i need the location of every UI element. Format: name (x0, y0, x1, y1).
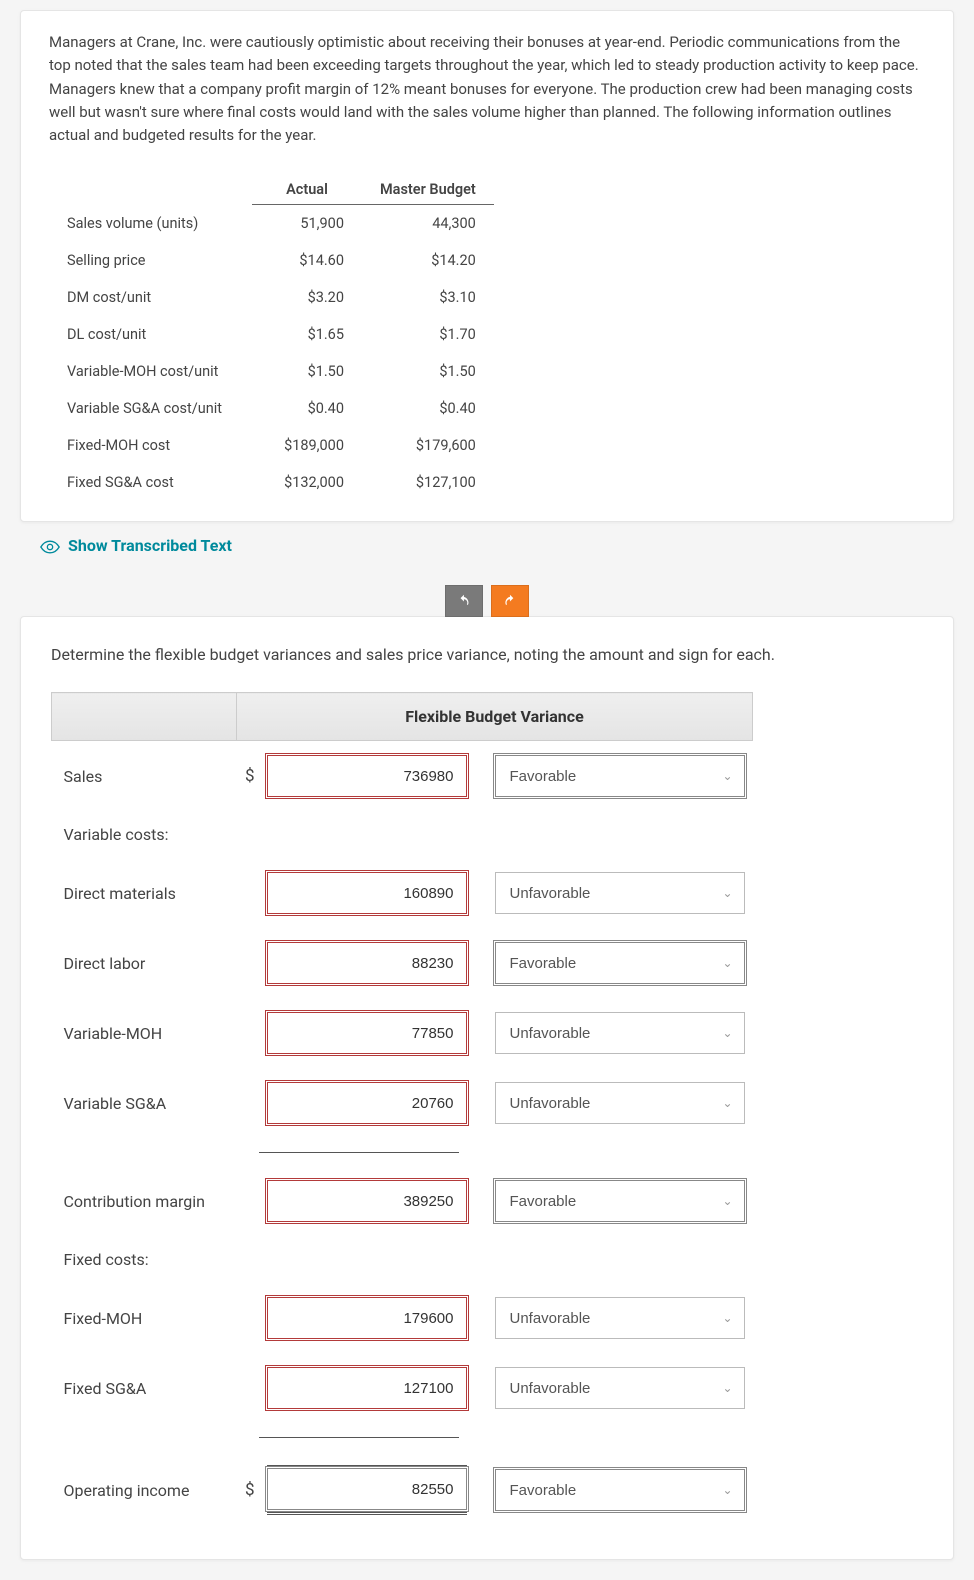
variance-row-label: Contribution margin (52, 1166, 237, 1236)
variance-row: Variable costs: (52, 811, 753, 858)
variance-row-label: Variable SG&A (52, 1068, 237, 1138)
variance-sign-select[interactable]: FavorableUnfavorableNeither favorable no… (495, 872, 745, 914)
dollar-sign (237, 1166, 259, 1236)
row-label: Sales volume (units) (49, 205, 252, 243)
table-row: Sales volume (units)51,90044,300 (49, 205, 494, 243)
variance-row-label: Fixed SG&A (52, 1353, 237, 1423)
dollar-sign (237, 1068, 259, 1138)
variance-sign-select[interactable]: FavorableUnfavorableNeither favorable no… (495, 1297, 745, 1339)
variance-value-input[interactable] (267, 1468, 467, 1510)
table-row: Variable-MOH cost/unit$1.50$1.50 (49, 353, 494, 390)
show-transcribed-link[interactable]: Show Transcribed Text (40, 536, 954, 555)
variance-row-label: Direct labor (52, 928, 237, 998)
variance-value-input[interactable] (267, 755, 467, 797)
dollar-sign (237, 858, 259, 928)
nav-forward-button[interactable] (491, 585, 529, 617)
row-label: Variable SG&A cost/unit (49, 390, 252, 427)
answer-card: Determine the flexible budget variances … (20, 616, 954, 1560)
variance-row-label: Fixed-MOH (52, 1283, 237, 1353)
row-label: DL cost/unit (49, 316, 252, 353)
problem-paragraph: Managers at Crane, Inc. were cautiously … (49, 31, 925, 147)
row-actual: $3.20 (252, 279, 362, 316)
dollar-sign (237, 1353, 259, 1423)
variance-sign-select[interactable]: FavorableUnfavorableNeither favorable no… (495, 1012, 745, 1054)
row-actual: $132,000 (252, 464, 362, 501)
dollar-sign (237, 928, 259, 998)
variance-row: Contribution margin FavorableUnfavorableN… (52, 1166, 753, 1236)
variance-value-input[interactable] (267, 942, 467, 984)
variance-header: Flexible Budget Variance (237, 693, 753, 741)
row-actual: $14.60 (252, 242, 362, 279)
row-actual: $0.40 (252, 390, 362, 427)
row-label: Variable-MOH cost/unit (49, 353, 252, 390)
answer-prompt: Determine the flexible budget variances … (51, 645, 923, 664)
row-budget: $3.10 (362, 279, 494, 316)
row-budget: $1.50 (362, 353, 494, 390)
row-budget: $14.20 (362, 242, 494, 279)
variance-row: Sales$ FavorableUnfavorableNeither favora… (52, 741, 753, 812)
table-row: DM cost/unit$3.20$3.10 (49, 279, 494, 316)
variance-row: Fixed SG&A FavorableUnfavorableNeither fa… (52, 1353, 753, 1423)
col-actual: Actual (252, 171, 362, 205)
variance-value-input[interactable] (267, 872, 467, 914)
table-row: Selling price$14.60$14.20 (49, 242, 494, 279)
variance-table: Flexible Budget Variance Sales$Favorable… (51, 692, 753, 1529)
variance-value-input[interactable] (267, 1297, 467, 1339)
nav-back-button[interactable] (445, 585, 483, 617)
variance-row-label: Operating income (52, 1451, 237, 1529)
row-actual: $1.65 (252, 316, 362, 353)
variance-row-label: Variable costs: (52, 811, 237, 858)
variance-sign-select[interactable]: FavorableUnfavorableNeither favorable no… (495, 942, 745, 984)
variance-value-input[interactable] (267, 1082, 467, 1124)
eye-icon (40, 539, 60, 553)
table-row: Fixed-MOH cost$189,000$179,600 (49, 427, 494, 464)
row-budget: $127,100 (362, 464, 494, 501)
show-transcribed-label: Show Transcribed Text (68, 536, 232, 555)
row-budget: $179,600 (362, 427, 494, 464)
variance-row-label: Variable-MOH (52, 998, 237, 1068)
table-row: Variable SG&A cost/unit$0.40$0.40 (49, 390, 494, 427)
variance-row-label: Fixed costs: (52, 1236, 237, 1283)
row-label: Selling price (49, 242, 252, 279)
redo-icon (502, 593, 518, 609)
data-table: Actual Master Budget Sales volume (units… (49, 171, 494, 501)
variance-row: Variable SG&A FavorableUnfavorableNeither… (52, 1068, 753, 1138)
variance-row: Direct labor FavorableUnfavorableNeither … (52, 928, 753, 998)
variance-value-input[interactable] (267, 1367, 467, 1409)
variance-row-label: Sales (52, 741, 237, 812)
variance-row: Fixed costs: (52, 1236, 753, 1283)
row-label: Fixed-MOH cost (49, 427, 252, 464)
dollar-sign (237, 1283, 259, 1353)
variance-sign-select[interactable]: FavorableUnfavorableNeither favorable no… (495, 1180, 745, 1222)
dollar-sign: $ (237, 1451, 259, 1529)
variance-row: Fixed-MOH FavorableUnfavorableNeither fav… (52, 1283, 753, 1353)
table-row: DL cost/unit$1.65$1.70 (49, 316, 494, 353)
problem-card: Managers at Crane, Inc. were cautiously … (20, 10, 954, 522)
variance-row: Direct materials FavorableUnfavorableNeit… (52, 858, 753, 928)
variance-row: Variable-MOH FavorableUnfavorableNeither … (52, 998, 753, 1068)
variance-value-input[interactable] (267, 1012, 467, 1054)
row-actual: 51,900 (252, 205, 362, 243)
variance-sign-select[interactable]: FavorableUnfavorableNeither favorable no… (495, 1082, 745, 1124)
row-budget: $0.40 (362, 390, 494, 427)
undo-icon (456, 593, 472, 609)
row-actual: $1.50 (252, 353, 362, 390)
row-budget: $1.70 (362, 316, 494, 353)
variance-value-input[interactable] (267, 1180, 467, 1222)
variance-sign-select[interactable]: FavorableUnfavorableNeither favorable no… (495, 755, 745, 797)
row-actual: $189,000 (252, 427, 362, 464)
variance-sign-select[interactable]: FavorableUnfavorableNeither favorable no… (495, 1367, 745, 1409)
variance-row: Operating income$ FavorableUnfavorableNei… (52, 1451, 753, 1529)
table-row: Fixed SG&A cost$132,000$127,100 (49, 464, 494, 501)
dollar-sign (237, 998, 259, 1068)
variance-sign-select[interactable]: FavorableUnfavorableNeither favorable no… (495, 1469, 745, 1511)
dollar-sign: $ (237, 741, 259, 812)
nav-buttons (0, 585, 974, 617)
col-master-budget: Master Budget (362, 171, 494, 205)
row-budget: 44,300 (362, 205, 494, 243)
row-label: Fixed SG&A cost (49, 464, 252, 501)
variance-row-label: Direct materials (52, 858, 237, 928)
row-label: DM cost/unit (49, 279, 252, 316)
